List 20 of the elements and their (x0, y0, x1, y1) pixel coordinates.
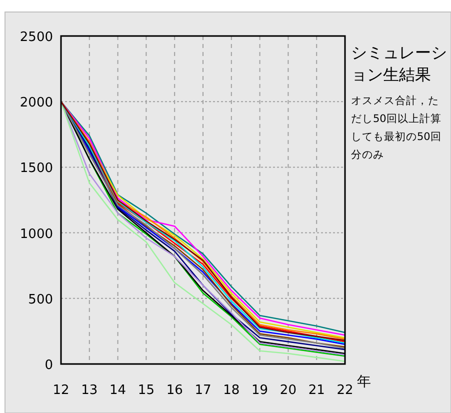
y-tick-label: 500 (28, 292, 53, 308)
x-tick-label: 22 (336, 383, 354, 398)
y-tick-label: 2500 (20, 30, 53, 45)
text: シミュレーション生結果 (351, 43, 447, 84)
x-tick-label: 14 (110, 383, 126, 398)
y-tick-label: 1500 (20, 161, 53, 176)
text: オスメス合計，ただし50回以上計算しても最初の50回分のみ (351, 94, 442, 161)
x-tick-label: 20 (280, 383, 296, 398)
x-tick-label: 17 (194, 383, 212, 398)
x-tick-label: 21 (308, 383, 325, 398)
y-tick-label: 1000 (20, 226, 53, 242)
x-tick-label: 15 (138, 383, 154, 398)
x-tick-label: 19 (252, 383, 268, 398)
x-tick-label: 13 (81, 383, 98, 398)
x-tick-label: 18 (223, 383, 240, 398)
x-tick-label: 16 (166, 383, 183, 398)
x-tick-label: 12 (52, 383, 70, 398)
y-tick-label: 0 (44, 358, 53, 373)
x-axis-title: 年 (357, 374, 371, 390)
y-tick-label: 2000 (20, 96, 53, 111)
